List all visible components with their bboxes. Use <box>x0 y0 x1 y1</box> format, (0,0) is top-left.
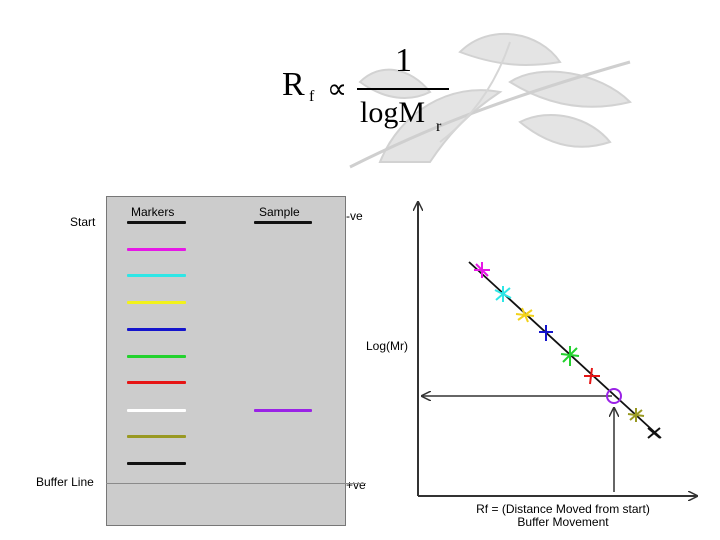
buffer-line-label: Buffer Line <box>36 475 94 489</box>
buffer-line <box>106 483 366 484</box>
markers-column-label: Markers <box>131 205 175 219</box>
formula-rf-symbol: R <box>282 66 305 103</box>
x-axis-label-line2: Buffer Movement <box>517 515 609 529</box>
marker-band-5 <box>127 328 186 331</box>
start-label: Start <box>70 215 96 229</box>
marker-band-1 <box>127 221 186 224</box>
sample-column-label: Sample <box>259 205 300 219</box>
leaf-watermark <box>349 32 632 169</box>
marker-band-7 <box>127 381 186 384</box>
formula-fraction-bar <box>357 88 449 90</box>
positive-electrode-label: +ve <box>346 478 366 492</box>
marker-band-3 <box>127 274 186 277</box>
sample-band-start <box>254 221 312 224</box>
formula-rf-subscript: f <box>309 88 315 105</box>
data-point-1 <box>474 262 490 278</box>
formula-denominator: logM <box>360 96 426 129</box>
data-point-7 <box>627 408 645 422</box>
data-point-2 <box>494 286 512 302</box>
sample-point-circle <box>606 388 622 404</box>
gel-slab <box>106 196 346 526</box>
formula-proportional-symbol: ∝ <box>327 74 348 105</box>
x-axis-label-line1: Rf = (Distance Moved from start) <box>476 502 650 516</box>
formula-numerator: 1 <box>395 42 412 79</box>
calibration-fit-line <box>468 261 662 439</box>
data-point-6 <box>584 367 600 385</box>
negative-electrode-label: -ve <box>346 209 363 223</box>
data-point-5 <box>560 346 580 366</box>
data-point-4 <box>539 325 553 341</box>
marker-band-8 <box>127 409 186 412</box>
data-point-3 <box>515 307 535 323</box>
marker-band-6 <box>127 355 186 358</box>
sample-band-1 <box>254 409 312 412</box>
marker-band-9 <box>127 435 186 438</box>
formula-denominator-subscript: r <box>436 118 442 135</box>
data-point-8 <box>647 427 661 439</box>
marker-band-4 <box>127 301 186 304</box>
y-axis-label: Log(Mr) <box>366 339 409 353</box>
marker-band-2 <box>127 248 186 251</box>
marker-band-10 <box>127 462 186 465</box>
